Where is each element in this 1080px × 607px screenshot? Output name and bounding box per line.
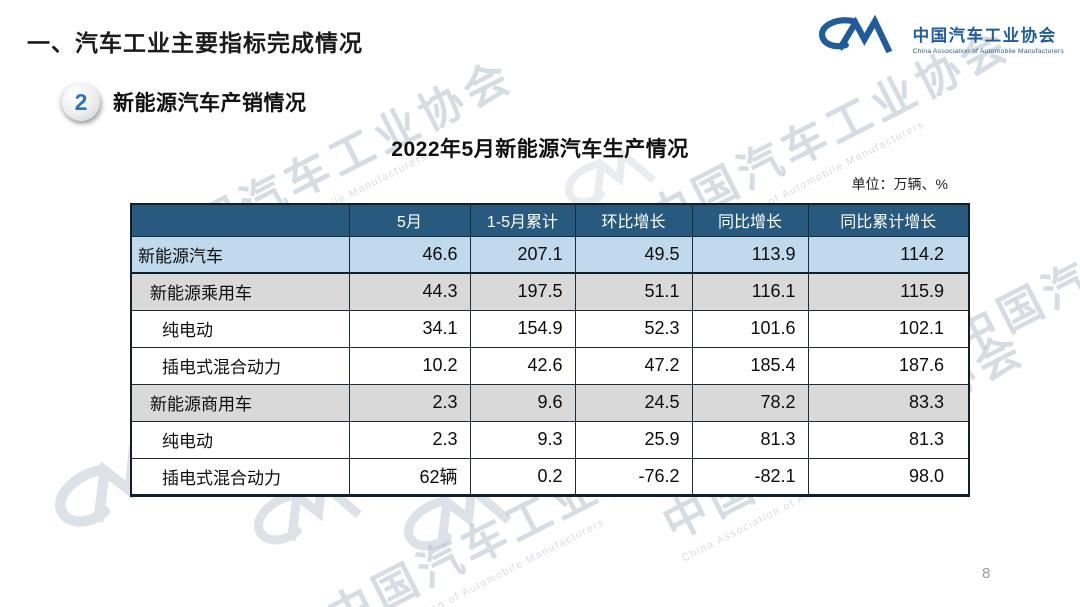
table-row: 新能源汽车 46.6 207.1 49.5 113.9 114.2 xyxy=(130,235,970,274)
column-header: 环比增长 xyxy=(574,203,693,237)
value-cell: 51.1 xyxy=(574,272,693,311)
value-cell: 81.3 xyxy=(807,420,970,459)
table-row: 纯电动 2.3 9.3 25.9 81.3 81.3 xyxy=(130,420,970,459)
row-label-header xyxy=(130,203,350,237)
caam-logo-en: China Association of Automobile Manufact… xyxy=(912,48,1064,55)
table-row: 新能源商用车 2.3 9.6 24.5 78.2 83.3 xyxy=(130,383,970,422)
value-cell: 46.6 xyxy=(348,235,471,274)
value-cell: 102.1 xyxy=(807,309,970,348)
value-cell: 197.5 xyxy=(469,272,576,311)
row-label: 新能源乘用车 xyxy=(130,272,350,311)
value-cell: 101.6 xyxy=(691,309,809,348)
column-header: 同比增长 xyxy=(691,203,809,237)
value-cell: 81.3 xyxy=(691,420,809,459)
table-row: 插电式混合动力 62辆 0.2 -76.2 -82.1 98.0 xyxy=(130,457,970,496)
table-title: 2022年5月新能源汽车生产情况 xyxy=(391,138,689,161)
caam-logo: 中国汽车工业协会 China Association of Automobile… xyxy=(816,14,1064,63)
table-row: 新能源乘用车 44.3 197.5 51.1 116.1 115.9 xyxy=(130,272,970,311)
column-header: 5月 xyxy=(348,203,471,237)
value-cell: 83.3 xyxy=(807,383,970,422)
value-cell: 2.3 xyxy=(348,420,471,459)
row-label: 插电式混合动力 xyxy=(130,457,350,496)
value-cell: 9.3 xyxy=(469,420,576,459)
row-label: 新能源商用车 xyxy=(130,383,350,422)
table-row: 插电式混合动力 10.2 42.6 47.2 185.4 187.6 xyxy=(130,346,970,385)
column-header: 1-5月累计 xyxy=(469,203,576,237)
value-cell: 52.3 xyxy=(574,309,693,348)
value-cell: 34.1 xyxy=(348,309,471,348)
section-number-badge: 2 xyxy=(62,83,100,121)
row-label: 纯电动 xyxy=(130,309,350,348)
value-cell: 115.9 xyxy=(807,272,970,311)
table-header-row: 5月 1-5月累计 环比增长 同比增长 同比累计增长 xyxy=(130,203,970,237)
value-cell: 25.9 xyxy=(574,420,693,459)
value-cell: -82.1 xyxy=(691,457,809,496)
section-heading-label: 新能源汽车产销情况 xyxy=(113,92,307,115)
value-cell: 9.6 xyxy=(469,383,576,422)
nev-production-table: 5月 1-5月累计 环比增长 同比增长 同比累计增长 新能源汽车 46.6 207.1 49.… xyxy=(130,203,970,497)
value-cell: 116.1 xyxy=(691,272,809,311)
page-number: 8 xyxy=(982,565,991,582)
caam-logo-cn: 中国汽车工业协会 xyxy=(912,27,1057,45)
value-cell: 49.5 xyxy=(574,235,693,274)
value-cell: 0.2 xyxy=(469,457,576,496)
table-row: 纯电动 34.1 154.9 52.3 101.6 102.1 xyxy=(130,309,970,348)
table-body: 新能源汽车 46.6 207.1 49.5 113.9 114.2 新能源乘用车 44.3 19… xyxy=(130,235,970,496)
page-title: 一、汽车工业主要指标完成情况 xyxy=(27,30,363,56)
row-label: 插电式混合动力 xyxy=(130,346,350,385)
value-cell: 10.2 xyxy=(348,346,471,385)
value-cell: 42.6 xyxy=(469,346,576,385)
value-cell: 185.4 xyxy=(691,346,809,385)
value-cell: 154.9 xyxy=(469,309,576,348)
value-cell: 44.3 xyxy=(348,272,471,311)
value-cell: 24.5 xyxy=(574,383,693,422)
value-cell: 187.6 xyxy=(807,346,970,385)
row-label: 新能源汽车 xyxy=(130,235,350,274)
column-header: 同比累计增长 xyxy=(807,203,970,237)
row-label: 纯电动 xyxy=(130,420,350,459)
table-head: 5月 1-5月累计 环比增长 同比增长 同比累计增长 xyxy=(130,203,970,237)
value-cell: 98.0 xyxy=(807,457,970,496)
value-cell: 47.2 xyxy=(574,346,693,385)
value-cell: 78.2 xyxy=(691,383,809,422)
caam-logo-text: 中国汽车工业协会 China Association of Automobile… xyxy=(913,22,1064,55)
section-heading: 2 新能源汽车产销情况 xyxy=(62,83,307,121)
unit-label: 单位：万辆、% xyxy=(851,176,948,192)
value-cell: 62辆 xyxy=(348,457,471,496)
value-cell: 207.1 xyxy=(469,235,576,274)
caam-cm-mark-icon xyxy=(816,14,906,63)
value-cell: 113.9 xyxy=(691,235,809,274)
value-cell: 114.2 xyxy=(807,235,970,274)
value-cell: -76.2 xyxy=(574,457,693,496)
value-cell: 2.3 xyxy=(348,383,471,422)
